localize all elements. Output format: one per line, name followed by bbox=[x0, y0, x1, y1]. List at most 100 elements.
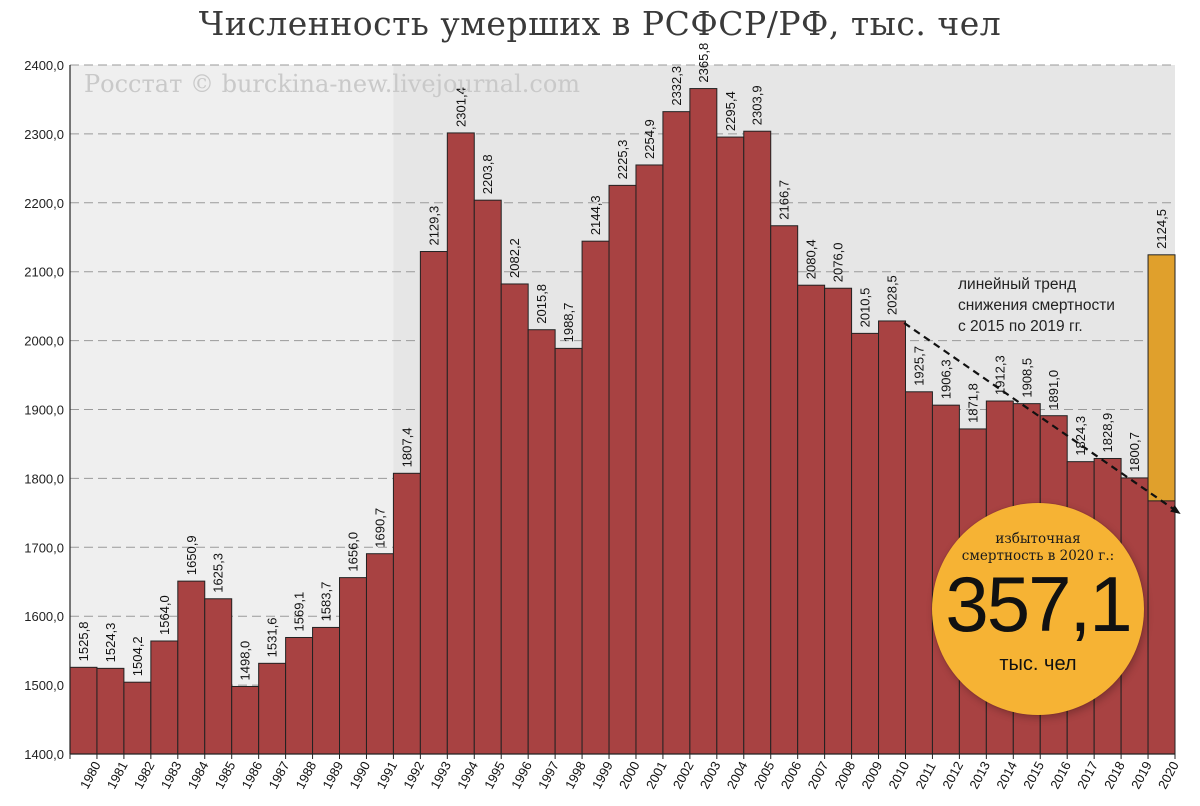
bar bbox=[365, 553, 394, 755]
trend-line bbox=[903, 322, 1181, 514]
bar bbox=[554, 347, 583, 755]
data-label: 2203,8 bbox=[480, 154, 495, 194]
trend-annotation: линейный тренд снижения смертности с 201… bbox=[958, 274, 1158, 337]
bar bbox=[204, 598, 233, 755]
y-tick-label: 1900,0 bbox=[24, 403, 64, 418]
x-tick-label: 1996 bbox=[508, 759, 535, 792]
data-label: 1800,7 bbox=[1127, 432, 1142, 472]
data-label: 1583,7 bbox=[319, 582, 334, 622]
data-label: 2295,4 bbox=[723, 91, 738, 131]
data-label: 1925,7 bbox=[911, 346, 926, 386]
x-tick-label: 1987 bbox=[266, 759, 293, 792]
data-label: 1690,7 bbox=[372, 508, 387, 548]
bar bbox=[285, 636, 314, 755]
bar bbox=[339, 577, 367, 755]
data-label: 1531,6 bbox=[265, 618, 280, 658]
badge-value: 357,1 bbox=[945, 560, 1132, 648]
data-label: 2301,4 bbox=[453, 87, 468, 127]
data-label: 2144,3 bbox=[588, 195, 603, 235]
data-label: 2225,3 bbox=[615, 140, 630, 180]
x-tick-label: 1995 bbox=[481, 759, 508, 792]
y-tick-label: 2300,0 bbox=[24, 127, 64, 142]
x-tick-label: 2019 bbox=[1128, 759, 1155, 792]
data-label: 2015,8 bbox=[534, 284, 549, 324]
x-tick-label: 2016 bbox=[1047, 759, 1074, 792]
badge-caption-line: избыточная bbox=[995, 531, 1081, 547]
bar bbox=[312, 626, 341, 755]
y-tick-label: 2100,0 bbox=[24, 265, 64, 280]
data-label: 1524,3 bbox=[103, 623, 118, 663]
badge-caption-line: смертность в 2020 г.: bbox=[961, 548, 1115, 564]
bar bbox=[878, 320, 906, 755]
x-tick-label: 1984 bbox=[185, 759, 212, 792]
bar bbox=[904, 391, 933, 755]
x-tick-label: 1992 bbox=[400, 759, 427, 792]
x-tick-label: 1989 bbox=[319, 759, 346, 792]
x-tick-label: 2020 bbox=[1155, 759, 1182, 792]
bar bbox=[635, 164, 664, 755]
x-tick-label: 1994 bbox=[454, 759, 481, 792]
trend-annotation-line: снижения смертности bbox=[958, 297, 1115, 314]
x-tick-label: 1982 bbox=[131, 759, 158, 792]
x-tick-label: 2012 bbox=[939, 759, 966, 792]
data-label: 1807,4 bbox=[399, 428, 414, 468]
x-tick-label: 2007 bbox=[805, 759, 832, 792]
y-tick-label: 1400,0 bbox=[24, 747, 64, 762]
y-tick-label: 1600,0 bbox=[24, 609, 64, 624]
data-label: 2166,7 bbox=[777, 180, 792, 220]
x-tick-label: 2005 bbox=[751, 759, 778, 792]
bar bbox=[473, 199, 502, 755]
bar bbox=[716, 136, 745, 755]
y-tick-label: 2200,0 bbox=[24, 196, 64, 211]
data-label: 1824,3 bbox=[1073, 416, 1088, 456]
x-tick-label: 1993 bbox=[427, 759, 454, 792]
data-label: 1504,2 bbox=[130, 636, 145, 676]
data-label: 2124,5 bbox=[1154, 209, 1169, 249]
x-tick-label: 2006 bbox=[778, 759, 805, 792]
excess-mortality-badge: избыточная смертность в 2020 г.: 357,1 т… bbox=[932, 503, 1144, 715]
bar-baseline-part bbox=[1147, 500, 1176, 755]
data-label: 1871,8 bbox=[965, 383, 980, 423]
data-label: 2028,5 bbox=[885, 275, 900, 315]
x-tick-label: 1990 bbox=[346, 759, 373, 792]
axes bbox=[69, 65, 1176, 759]
x-tick-label: 1988 bbox=[292, 759, 319, 792]
x-tick-label: 2009 bbox=[858, 759, 885, 792]
data-label: 1498,0 bbox=[238, 641, 253, 681]
x-tick-label: 1983 bbox=[158, 759, 185, 792]
x-tick-label: 1986 bbox=[239, 759, 266, 792]
x-tick-label: 2008 bbox=[832, 759, 859, 792]
y-tick-label: 2000,0 bbox=[24, 334, 64, 349]
x-tick-label: 2011 bbox=[912, 760, 938, 792]
badge-caption: избыточная смертность в 2020 г.: bbox=[932, 531, 1144, 565]
data-label: 1564,0 bbox=[157, 595, 172, 635]
data-label: 1912,3 bbox=[992, 355, 1007, 395]
bar bbox=[581, 240, 610, 755]
x-tick-label: 2013 bbox=[966, 759, 993, 792]
x-tick-label: 1998 bbox=[562, 759, 589, 792]
bar bbox=[662, 111, 691, 755]
x-tick-label: 1999 bbox=[589, 759, 616, 792]
data-label: 2076,0 bbox=[831, 242, 846, 282]
y-tick-label: 1800,0 bbox=[24, 471, 64, 486]
x-tick-label: 2000 bbox=[616, 759, 643, 792]
data-label: 2129,3 bbox=[426, 206, 441, 246]
trend-arrow bbox=[903, 322, 1181, 514]
data-labels: 1525,8 1524,3 1504,2 1564,0 1650,9 1625,3 1498… bbox=[76, 43, 1169, 681]
data-label: 2254,9 bbox=[642, 119, 657, 159]
data-label: 2365,8 bbox=[696, 43, 711, 83]
badge-unit: тыс. чел bbox=[999, 653, 1077, 675]
x-tick-label: 2001 bbox=[643, 759, 670, 792]
bar bbox=[500, 283, 529, 755]
x-tick-label: 2010 bbox=[885, 759, 912, 792]
bar bbox=[96, 667, 125, 755]
x-tick-label: 1985 bbox=[212, 759, 239, 792]
y-tick-label: 1500,0 bbox=[24, 678, 64, 693]
bar bbox=[258, 662, 287, 755]
bar bbox=[527, 329, 556, 755]
data-label: 2303,9 bbox=[750, 85, 765, 125]
bar bbox=[392, 472, 421, 755]
x-tick-label: 1980 bbox=[77, 759, 104, 792]
data-label: 1656,0 bbox=[345, 532, 360, 572]
data-label: 2010,5 bbox=[858, 288, 873, 328]
